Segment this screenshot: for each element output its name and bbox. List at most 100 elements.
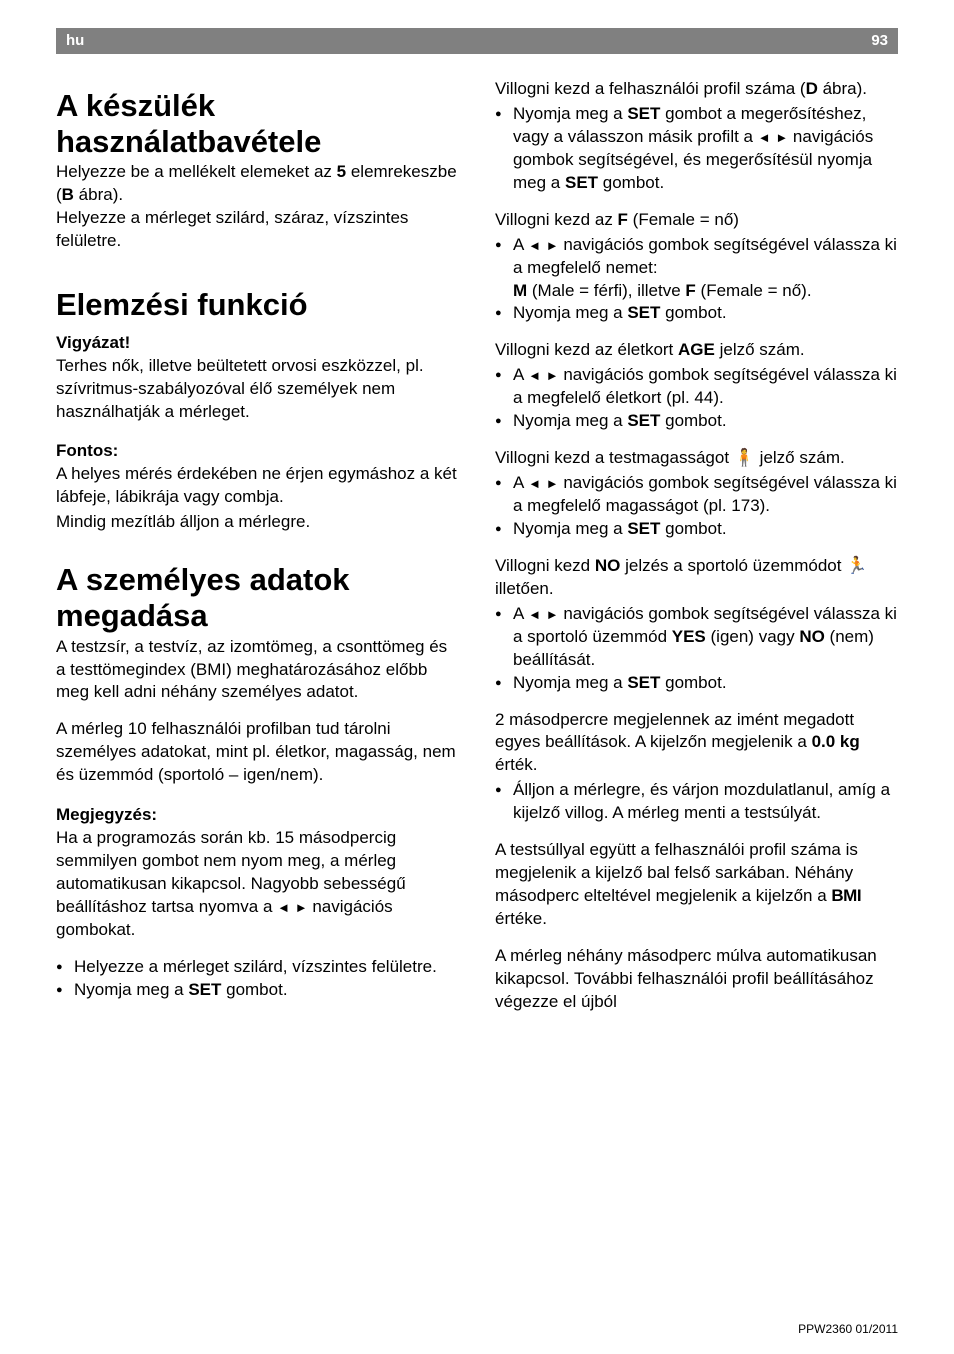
list-item: A navigációs gombok segítségével válassz… <box>495 472 898 518</box>
list-left: Helyezze a mérleget szilárd, vízszintes … <box>56 956 459 1002</box>
subhead-fontos: Fontos: <box>56 441 459 461</box>
header-page-number: 93 <box>871 28 888 54</box>
bold-kg: 0.0 kg <box>812 732 860 751</box>
text: A <box>513 473 528 492</box>
text: (Male = férfi), illetve <box>527 281 685 300</box>
nav-right-icon <box>546 235 559 254</box>
text: értéke. <box>495 909 547 928</box>
text: navigációs gombok segítségével válassza … <box>513 365 897 407</box>
para-insert-batteries: Helyezze be a mellékelt elemeket az 5 el… <box>56 161 459 253</box>
bold-f: F <box>685 281 695 300</box>
bold-m: M <box>513 281 527 300</box>
text: érték. <box>495 755 538 774</box>
header-lang: hu <box>66 28 84 54</box>
bold-yes: YES <box>672 627 706 646</box>
bold-no: NO <box>799 627 825 646</box>
bold-set: SET <box>627 303 660 322</box>
text: ábra). <box>74 185 123 204</box>
list-r1: Nyomja meg a SET gombot a megerősítéshez… <box>495 103 898 195</box>
text: gombot. <box>660 411 726 430</box>
nav-right-icon <box>546 604 559 623</box>
nav-right-icon <box>546 365 559 384</box>
text: jelzés a sportoló üzemmódot <box>620 556 846 575</box>
para-bmi-intro: A testzsír, a testvíz, az izomtömeg, a c… <box>56 636 459 705</box>
heading-elemzesi: Elemzési funkció <box>56 287 459 323</box>
text: Nyomja meg a <box>513 411 627 430</box>
bold-d: D <box>806 79 818 98</box>
list-item: Nyomja meg a SET gombot. <box>495 302 898 325</box>
text: ábra). <box>818 79 867 98</box>
bold-b: B <box>62 185 74 204</box>
columns: A készülék használatbavétele Helyezze be… <box>56 78 898 1016</box>
text: gombot. <box>660 303 726 322</box>
list-r5: A navigációs gombok segítségével válassz… <box>495 603 898 695</box>
nav-right-icon <box>775 127 788 146</box>
list-item: Nyomja meg a SET gombot a megerősítéshez… <box>495 103 898 195</box>
text: gombot. <box>660 519 726 538</box>
text: Villogni kezd <box>495 556 595 575</box>
text: navigációs gombok segítségével válassza … <box>513 473 897 515</box>
para-warning: Terhes nők, illetve beültetett orvosi es… <box>56 355 459 424</box>
text: navigációs gombok segítségével válassza … <box>513 235 897 277</box>
text: illetően. <box>495 579 554 598</box>
list-r3: A navigációs gombok segítségével válassz… <box>495 364 898 433</box>
text: (Female = nő) <box>628 210 739 229</box>
list-item: A navigációs gombok segítségével válassz… <box>495 364 898 410</box>
text: Nyomja meg a <box>513 303 627 322</box>
nav-right-icon <box>546 473 559 492</box>
list-item: Álljon a mérlegre, és várjon mozdulatlan… <box>495 779 898 825</box>
text: (igen) vagy <box>706 627 800 646</box>
list-item: Nyomja meg a SET gombot. <box>495 410 898 433</box>
para-height-blink: Villogni kezd a testmagasságot 🧍 jelző s… <box>495 447 898 470</box>
text: jelző szám. <box>755 448 845 467</box>
right-column: Villogni kezd a felhasználói profil szám… <box>495 78 898 1016</box>
text: gombot. <box>221 980 287 999</box>
text: Helyezze be a mellékelt elemeket az <box>56 162 337 181</box>
text: Villogni kezd a testmagasságot <box>495 448 734 467</box>
text: A <box>513 235 528 254</box>
height-icon: 🧍 <box>734 448 755 467</box>
bold-bmi: BMI <box>831 886 861 905</box>
nav-left-icon <box>277 897 290 916</box>
text: A <box>513 365 528 384</box>
bold-5: 5 <box>337 162 346 181</box>
bold-set: SET <box>627 104 660 123</box>
para-note: Ha a programozás során kb. 15 másodperci… <box>56 827 459 942</box>
list-r4: A navigációs gombok segítségével válassz… <box>495 472 898 541</box>
bold-no: NO <box>595 556 621 575</box>
bold-age: AGE <box>678 340 715 359</box>
nav-left-icon <box>528 365 541 384</box>
text: Villogni kezd az <box>495 210 618 229</box>
para-barefoot: Mindig mezítláb álljon a mérlegre. <box>56 511 459 534</box>
bold-set: SET <box>188 980 221 999</box>
para-fontos: A helyes mérés érdekében ne érjen egymás… <box>56 463 459 509</box>
nav-left-icon <box>528 473 541 492</box>
text: gombot. <box>598 173 664 192</box>
nav-left-icon <box>758 127 771 146</box>
list-r6: Álljon a mérlegre, és várjon mozdulatlan… <box>495 779 898 825</box>
para-f-blink: Villogni kezd az F (Female = nő) <box>495 209 898 232</box>
footer: PPW2360 01/2011 <box>798 1322 898 1336</box>
text: (Female = nő). <box>696 281 812 300</box>
text: 2 másodpercre megjelennek az imént megad… <box>495 710 854 752</box>
athlete-icon: 🏃 <box>846 556 867 575</box>
text: gombot. <box>660 673 726 692</box>
bold-set: SET <box>627 519 660 538</box>
subhead-vigyazat: Vigyázat! <box>56 333 459 353</box>
bold-set: SET <box>627 673 660 692</box>
text: Nyomja meg a <box>513 673 627 692</box>
para-no-blink: Villogni kezd NO jelzés a sportoló üzemm… <box>495 555 898 601</box>
text: Helyezze a mérleget szilárd, száraz, víz… <box>56 208 408 250</box>
para-zero-kg: 2 másodpercre megjelennek az imént megad… <box>495 709 898 778</box>
header-bar: hu 93 <box>56 28 898 54</box>
text: jelző szám. <box>715 340 805 359</box>
heading-keszulek: A készülék használatbavétele <box>56 88 459 159</box>
para-auto-off: A mérleg néhány másodperc múlva auto­mat… <box>495 945 898 1014</box>
para-profile-blink: Villogni kezd a felhasználói profil szám… <box>495 78 898 101</box>
nav-right-icon <box>295 897 308 916</box>
heading-szemelyes: A személyes adatok megadása <box>56 562 459 633</box>
bold-f: F <box>618 210 628 229</box>
page: hu 93 A készülék használatbavétele Helye… <box>0 0 954 1354</box>
bold-set: SET <box>627 411 660 430</box>
list-item: A navigációs gombok segítségével válassz… <box>495 603 898 672</box>
